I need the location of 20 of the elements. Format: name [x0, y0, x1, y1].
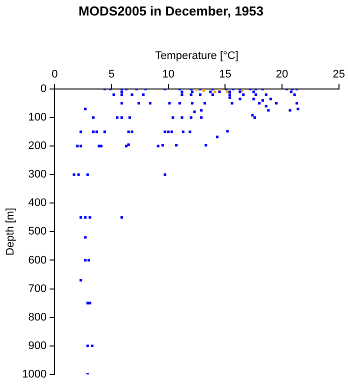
y-tick-label: 800: [28, 311, 47, 324]
x-tick-label: 0: [52, 68, 58, 80]
x-tick-label: 10: [162, 68, 174, 80]
y-axis-title: Depth [m]: [4, 208, 17, 256]
x-tick-label: 20: [276, 68, 288, 80]
y-tick-label: 400: [28, 197, 47, 210]
x-tick-label: 5: [108, 68, 115, 80]
x-tick-label: 25: [332, 68, 346, 80]
y-tick-label: 900: [28, 340, 47, 352]
x-axis-title: Temperature [°C]: [155, 50, 238, 62]
y-tick-label: 200: [28, 140, 47, 152]
y-tick-label: 1000: [22, 368, 47, 380]
y-tick-label: 100: [28, 112, 47, 124]
chart-title: MODS2005 in December, 1953: [78, 3, 264, 18]
x-tick-label: 15: [219, 68, 232, 80]
y-tick-label: 300: [28, 168, 47, 181]
y-tick-label: 700: [28, 282, 47, 295]
y-tick-label: 0: [40, 83, 47, 96]
y-tick-label: 500: [28, 226, 47, 238]
y-tick-label: 600: [28, 254, 47, 266]
